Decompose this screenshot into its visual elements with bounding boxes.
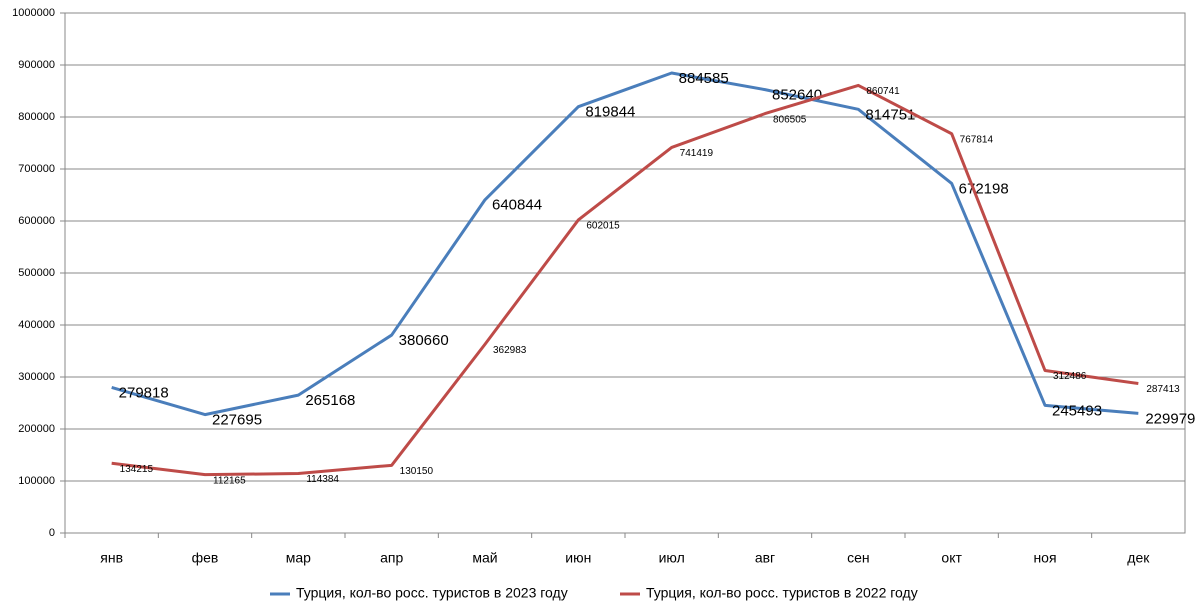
data-label: 852640 (772, 87, 822, 104)
data-label: 640844 (492, 197, 542, 214)
y-tick-label: 0 (49, 527, 55, 539)
x-tick-label: мар (286, 550, 311, 566)
y-tick-label: 1000000 (12, 7, 55, 19)
data-label: 767814 (960, 134, 994, 145)
data-label: 380660 (399, 332, 449, 349)
y-tick-label: 200000 (18, 423, 55, 435)
x-tick-label: авг (755, 550, 775, 566)
legend-label: Турция, кол-во росс. туристов в 2023 год… (296, 585, 568, 601)
x-tick-label: янв (100, 550, 123, 566)
y-tick-label: 800000 (18, 111, 55, 123)
y-tick-label: 100000 (18, 475, 55, 487)
data-label: 114384 (306, 474, 339, 485)
data-label: 229979 (1145, 410, 1195, 427)
data-label: 287413 (1146, 384, 1180, 395)
x-tick-label: июн (565, 550, 591, 566)
data-label: 227695 (212, 412, 262, 429)
data-label: 741419 (680, 148, 714, 159)
data-label: 134215 (120, 464, 154, 475)
data-label: 806505 (773, 114, 807, 125)
data-label: 245493 (1052, 402, 1102, 419)
x-tick-label: июл (659, 550, 685, 566)
x-tick-label: окт (941, 550, 962, 566)
data-label: 672198 (959, 180, 1009, 197)
y-tick-label: 500000 (18, 267, 55, 279)
data-label: 860741 (866, 86, 900, 97)
x-tick-label: дек (1127, 550, 1150, 566)
y-tick-label: 300000 (18, 371, 55, 383)
data-label: 130150 (400, 466, 434, 477)
data-label: 814751 (865, 106, 915, 123)
data-label: 312486 (1053, 371, 1087, 382)
y-tick-label: 900000 (18, 59, 55, 71)
y-tick-label: 600000 (18, 215, 55, 227)
series-line (111, 83, 1139, 477)
data-label: 602015 (586, 221, 620, 232)
data-label: 884585 (679, 70, 729, 87)
data-label: 265168 (305, 392, 355, 409)
series-line (111, 71, 1139, 417)
data-label: 112165 (213, 475, 246, 486)
x-tick-label: май (472, 550, 497, 566)
y-tick-label: 700000 (18, 163, 55, 175)
x-tick-label: сен (847, 550, 870, 566)
data-label: 362983 (493, 345, 527, 356)
y-tick-label: 400000 (18, 319, 55, 331)
legend-label: Турция, кол-во росс. туристов в 2022 год… (646, 585, 918, 601)
x-tick-label: фев (192, 550, 219, 566)
data-label: 279818 (119, 384, 169, 401)
data-label: 819844 (585, 104, 635, 121)
x-tick-label: ноя (1033, 550, 1056, 566)
x-tick-label: апр (380, 550, 403, 566)
